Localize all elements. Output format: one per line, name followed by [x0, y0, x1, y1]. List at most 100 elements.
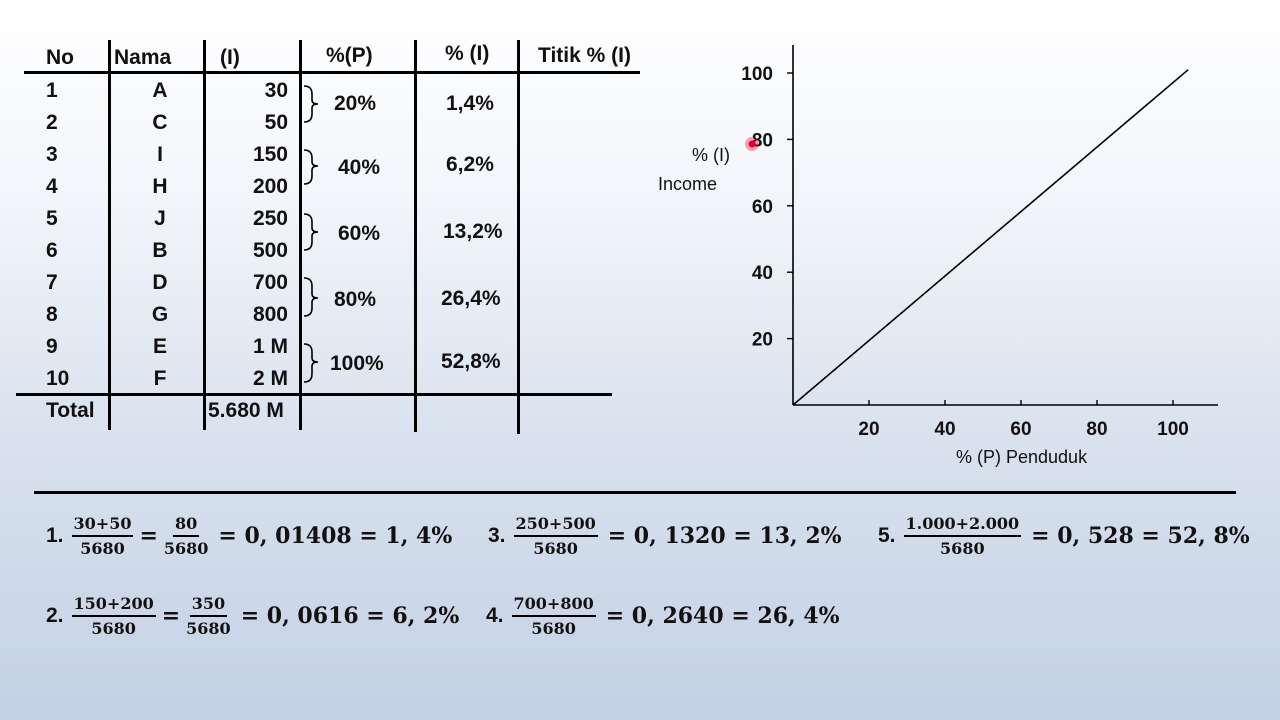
group-pct-i: 52,8%	[441, 350, 501, 373]
column-divider	[414, 40, 417, 432]
group-pct-i: 26,4%	[441, 287, 501, 310]
equation-result: = 0, 528 = 52, 8%	[1031, 523, 1250, 549]
row-no: 10	[46, 367, 70, 390]
x-tick-label: 100	[1157, 419, 1189, 440]
equation-5: 5. 1.000+2.000 5680 = 0, 528 = 52, 8%	[878, 514, 1250, 558]
row-no: 5	[46, 207, 58, 230]
fraction: 250+500 5680	[513, 514, 598, 558]
equation-number: 5.	[878, 524, 896, 547]
group-pct-i: 6,2%	[446, 153, 494, 176]
group-braces	[303, 85, 319, 383]
y-tick-label: 80	[752, 130, 773, 151]
row-nama: F	[153, 367, 167, 390]
group-pct-p: 80%	[334, 288, 377, 311]
equation-number: 3.	[488, 524, 506, 547]
equation-4: 4. 700+800 5680 = 0, 2640 = 26, 4%	[486, 594, 840, 638]
y-axis-label-income: Income	[658, 174, 718, 194]
group-pct-p: 60%	[338, 222, 381, 245]
row-no: 8	[46, 303, 58, 326]
row-nama: H	[152, 175, 168, 198]
row-income: 200	[252, 175, 288, 198]
equation-result: = 0, 2640 = 26, 4%	[605, 603, 840, 629]
group-pct-i: 13,2%	[443, 220, 503, 243]
row-nama: A	[152, 79, 168, 102]
group-pct-p: 100%	[330, 352, 384, 375]
row-nama: E	[152, 335, 167, 358]
row-no: 6	[46, 239, 58, 262]
group-pct-p: 20%	[334, 92, 377, 115]
row-nama: C	[152, 111, 168, 134]
row-no: 4	[46, 175, 58, 198]
row-no: 2	[46, 111, 58, 134]
row-nama: B	[152, 239, 168, 262]
equation-result: = 0, 01408 = 1, 4%	[218, 523, 453, 549]
section-divider	[34, 491, 1236, 494]
brace-icon	[303, 277, 319, 317]
y-tick-label: 40	[752, 263, 773, 284]
column-divider	[299, 40, 302, 430]
row-no: 9	[46, 335, 58, 358]
header-pct-i: % (I)	[445, 42, 490, 65]
brace-icon	[303, 213, 319, 251]
row-income: 150	[252, 143, 288, 166]
y-tick-label: 60	[752, 197, 773, 218]
row-income: 50	[264, 111, 288, 134]
column-divider	[203, 40, 206, 430]
group-pct-p: 40%	[338, 156, 381, 179]
header-no: No	[46, 46, 74, 69]
row-income: 250	[252, 207, 288, 230]
row-no: 7	[46, 271, 58, 294]
equation-number: 4.	[486, 604, 504, 627]
group-pct-i: 1,4%	[446, 92, 494, 115]
row-nama: I	[157, 143, 163, 166]
fraction: 150+200 5680	[71, 594, 156, 638]
row-income: 700	[252, 271, 288, 294]
row-nama: D	[152, 271, 168, 294]
equation-number: 2.	[46, 604, 64, 627]
total-rule	[16, 393, 612, 396]
equation-number: 1.	[46, 524, 64, 547]
x-tick-label: 80	[1086, 419, 1107, 440]
y-tick-label: 20	[752, 330, 773, 351]
row-no: 3	[46, 143, 58, 166]
total-value: 5.680 M	[208, 399, 284, 422]
equation-1: 1. 30+50 5680 = 80 5680 = 0, 01408 = 1, 4%	[46, 514, 453, 558]
header-rule	[24, 71, 640, 74]
equation-3: 3. 250+500 5680 = 0, 1320 = 13, 2%	[488, 514, 842, 558]
row-income: 500	[252, 239, 288, 262]
chart-canvas: 20 40 60 80 100 20 40 60 80 100	[741, 45, 1218, 440]
x-axis-label: % (P) Penduduk	[956, 447, 1088, 467]
x-tick-label: 20	[858, 419, 879, 440]
brace-icon	[303, 149, 319, 185]
header-income: (I)	[220, 46, 240, 69]
row-income: 2 M	[252, 367, 288, 390]
brace-icon	[303, 85, 319, 123]
x-tick-label: 40	[934, 419, 955, 440]
column-divider	[108, 40, 111, 430]
y-tick-label: 100	[741, 64, 773, 85]
column-divider	[517, 40, 520, 434]
fraction: 700+800 5680	[511, 594, 596, 638]
pointer-dot	[748, 140, 756, 148]
fraction: 30+50 5680	[71, 514, 134, 558]
fraction: 350 5680	[186, 594, 231, 638]
fraction: 1.000+2.000 5680	[903, 514, 1022, 558]
equation-2: 2. 150+200 5680 = 350 5680 = 0, 0616 = 6, …	[46, 594, 460, 638]
row-no: 1	[46, 79, 58, 102]
total-label: Total	[46, 399, 95, 422]
fraction: 80 5680	[163, 514, 209, 558]
row-income: 1 M	[252, 335, 288, 358]
header-nama: Nama	[114, 46, 172, 69]
brace-icon	[303, 343, 319, 383]
equation-result: = 0, 1320 = 13, 2%	[607, 523, 842, 549]
row-nama: J	[154, 207, 166, 230]
row-income: 30	[264, 79, 288, 102]
header-pct-p: %(P)	[326, 44, 373, 67]
equation-result: = 0, 0616 = 6, 2%	[240, 603, 460, 629]
row-nama: G	[151, 303, 169, 326]
x-tick-label: 60	[1010, 419, 1031, 440]
row-income: 800	[252, 303, 288, 326]
y-axis-label: % (I)	[692, 145, 730, 165]
header-titik: Titik % (I)	[538, 44, 631, 67]
equality-line	[792, 69, 1189, 406]
